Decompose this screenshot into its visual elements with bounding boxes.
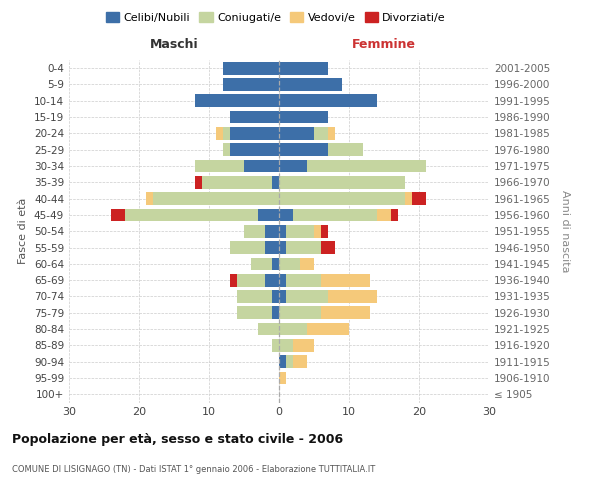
Bar [279, 94, 377, 107]
Bar [279, 192, 405, 205]
Bar [307, 160, 426, 172]
Bar [286, 274, 321, 286]
Bar [405, 192, 412, 205]
Bar [230, 127, 279, 140]
Bar [230, 110, 279, 124]
Bar [279, 258, 300, 270]
Bar [279, 78, 342, 91]
Bar [265, 274, 279, 286]
Bar [223, 144, 230, 156]
Bar [251, 258, 272, 270]
Bar [321, 225, 328, 237]
Bar [293, 356, 307, 368]
Bar [286, 225, 314, 237]
Bar [230, 241, 265, 254]
Bar [279, 274, 286, 286]
Bar [279, 127, 314, 140]
Bar [195, 94, 279, 107]
Bar [279, 339, 293, 352]
Bar [237, 290, 272, 303]
Text: Maschi: Maschi [149, 38, 199, 51]
Bar [202, 176, 272, 188]
Bar [272, 306, 279, 319]
Bar [286, 241, 321, 254]
Bar [328, 290, 377, 303]
Y-axis label: Fasce di età: Fasce di età [19, 198, 28, 264]
Bar [279, 225, 286, 237]
Bar [223, 127, 230, 140]
Bar [265, 225, 279, 237]
Bar [307, 322, 349, 336]
Text: Femmine: Femmine [352, 38, 416, 51]
Bar [272, 258, 279, 270]
Bar [244, 160, 279, 172]
Bar [216, 127, 223, 140]
Bar [111, 208, 125, 222]
Bar [300, 258, 314, 270]
Bar [286, 290, 328, 303]
Bar [230, 274, 237, 286]
Bar [279, 372, 286, 384]
Bar [279, 208, 293, 222]
Bar [286, 356, 293, 368]
Legend: Celibi/Nubili, Coniugati/e, Vedovi/e, Divorziati/e: Celibi/Nubili, Coniugati/e, Vedovi/e, Di… [101, 8, 451, 28]
Bar [279, 62, 328, 74]
Bar [328, 144, 363, 156]
Bar [272, 339, 279, 352]
Bar [279, 322, 307, 336]
Bar [293, 339, 314, 352]
Bar [279, 306, 321, 319]
Bar [237, 274, 265, 286]
Bar [293, 208, 377, 222]
Text: Popolazione per età, sesso e stato civile - 2006: Popolazione per età, sesso e stato civil… [12, 432, 343, 446]
Bar [321, 241, 335, 254]
Bar [314, 127, 328, 140]
Bar [195, 160, 244, 172]
Bar [328, 127, 335, 140]
Bar [279, 241, 286, 254]
Y-axis label: Anni di nascita: Anni di nascita [560, 190, 570, 272]
Bar [153, 192, 279, 205]
Bar [412, 192, 426, 205]
Bar [314, 225, 321, 237]
Bar [321, 274, 370, 286]
Bar [279, 144, 328, 156]
Bar [125, 208, 258, 222]
Bar [279, 290, 286, 303]
Bar [223, 78, 279, 91]
Bar [258, 208, 279, 222]
Bar [146, 192, 153, 205]
Bar [195, 176, 202, 188]
Bar [377, 208, 391, 222]
Bar [237, 306, 272, 319]
Bar [258, 322, 279, 336]
Bar [223, 62, 279, 74]
Bar [265, 241, 279, 254]
Bar [279, 160, 307, 172]
Text: COMUNE DI LISIGNAGO (TN) - Dati ISTAT 1° gennaio 2006 - Elaborazione TUTTITALIA.: COMUNE DI LISIGNAGO (TN) - Dati ISTAT 1°… [12, 466, 375, 474]
Bar [272, 176, 279, 188]
Bar [391, 208, 398, 222]
Bar [279, 356, 286, 368]
Bar [272, 290, 279, 303]
Bar [230, 144, 279, 156]
Bar [279, 176, 405, 188]
Bar [321, 306, 370, 319]
Bar [279, 110, 328, 124]
Bar [244, 225, 265, 237]
